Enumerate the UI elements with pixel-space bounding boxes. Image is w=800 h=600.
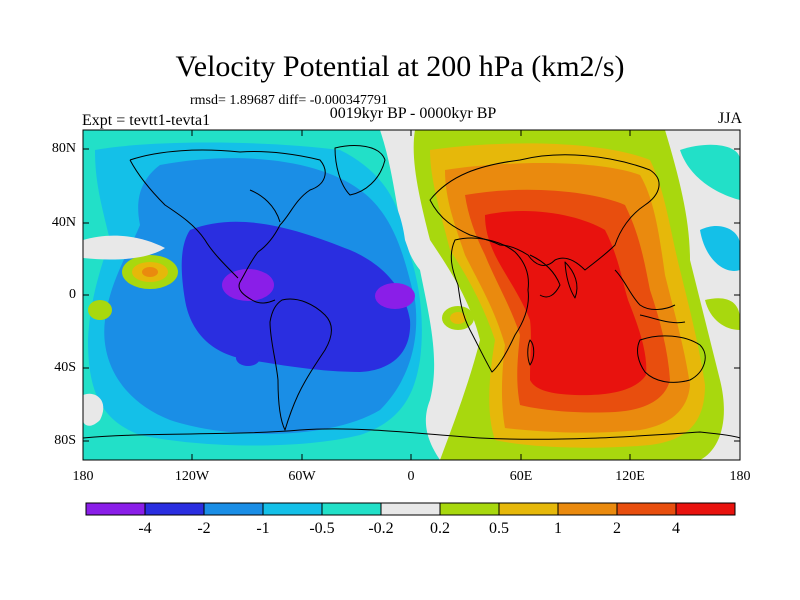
y-tick-80s: 80S [54, 433, 76, 448]
colorbar-label: -0.2 [368, 520, 394, 537]
x-tick-0: 0 [407, 469, 415, 484]
experiment-label: Expt = tevtt1-tevta1 [82, 112, 211, 129]
colorbar-swatch [675, 502, 736, 516]
colorbar-label: 0.5 [489, 520, 509, 537]
y-tick-40s: 40S [54, 360, 76, 375]
colorbar-swatch [557, 502, 618, 516]
colorbar [85, 502, 736, 516]
y-tick-40n: 40N [51, 215, 76, 230]
colorbar-label: -0.5 [309, 520, 335, 537]
stats-text: rmsd= 1.89687 diff= -0.000347791 [190, 93, 388, 108]
colorbar-label: -4 [138, 520, 152, 537]
colorbar-swatch [321, 502, 382, 516]
coastlines [83, 145, 740, 440]
map-title: Velocity Potential at 200 hPa (km2/s) [175, 50, 625, 83]
x-tick-120w: 120W [174, 469, 210, 484]
y-tick-0: 0 [69, 287, 76, 302]
x-tick-120e: 120E [615, 469, 645, 484]
colorbar-label: -1 [256, 520, 270, 537]
colorbar-label: 0.2 [430, 520, 450, 537]
x-tick-180e: 180 [729, 469, 751, 484]
axis-ticks [83, 130, 740, 460]
season-label: JJA [717, 110, 742, 127]
colorbar-swatch [203, 502, 264, 516]
colorbar-swatch [144, 502, 205, 516]
colorbar-swatch [262, 502, 323, 516]
colorbar-label: 4 [672, 520, 680, 537]
colorbar-swatch [498, 502, 559, 516]
period-label: 0019kyr BP - 0000kyr BP [329, 105, 497, 122]
y-tick-80n: 80N [51, 141, 76, 156]
x-tick-60e: 60E [509, 469, 533, 484]
x-tick-180w: 180 [72, 469, 94, 484]
colorbar-swatch [85, 502, 146, 516]
x-tick-60w: 60W [288, 469, 316, 484]
colorbar-swatch [616, 502, 677, 516]
colorbar-swatch [380, 502, 441, 516]
colorbar-label: -2 [197, 520, 211, 537]
colorbar-swatch [439, 502, 500, 516]
colorbar-label: 1 [554, 520, 562, 537]
colorbar-label: 2 [613, 520, 621, 537]
velocity-potential-field [83, 130, 740, 460]
